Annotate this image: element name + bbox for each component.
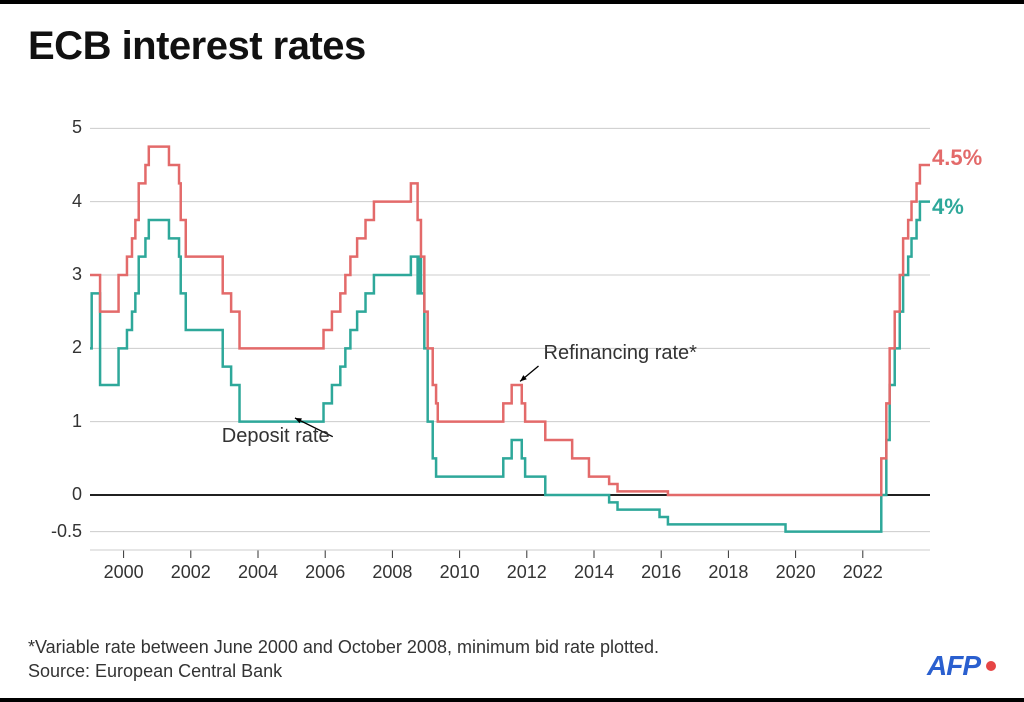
x-tick-label: 2022 [843, 562, 883, 583]
y-tick-label: 3 [48, 264, 82, 285]
y-tick-label: 5 [48, 117, 82, 138]
chart-title: ECB interest rates [28, 24, 366, 69]
end-label-deposit: 4% [932, 194, 964, 220]
y-tick-label: 2 [48, 337, 82, 358]
x-tick-label: 2004 [238, 562, 278, 583]
x-tick-label: 2008 [372, 562, 412, 583]
afp-logo-text: AFP [927, 650, 980, 682]
y-tick-label: -0.5 [48, 521, 82, 542]
y-tick-label: 1 [48, 411, 82, 432]
afp-logo-dot [986, 661, 996, 671]
x-tick-label: 2002 [171, 562, 211, 583]
chart-area [60, 100, 960, 580]
x-tick-label: 2018 [708, 562, 748, 583]
x-tick-label: 2016 [641, 562, 681, 583]
x-tick-label: 2000 [104, 562, 144, 583]
x-tick-label: 2006 [305, 562, 345, 583]
end-label-refinancing: 4.5% [932, 145, 982, 171]
footnote: *Variable rate between June 2000 and Oct… [28, 637, 659, 658]
source: Source: European Central Bank [28, 661, 282, 682]
x-tick-label: 2010 [440, 562, 480, 583]
x-tick-label: 2014 [574, 562, 614, 583]
x-tick-label: 2012 [507, 562, 547, 583]
annotation-deposit: Deposit rate [222, 425, 330, 448]
y-tick-label: 0 [48, 484, 82, 505]
x-tick-label: 2020 [776, 562, 816, 583]
annotation-refinancing: Refinancing rate* [544, 342, 697, 365]
afp-logo: AFP [927, 650, 996, 682]
y-tick-label: 4 [48, 191, 82, 212]
